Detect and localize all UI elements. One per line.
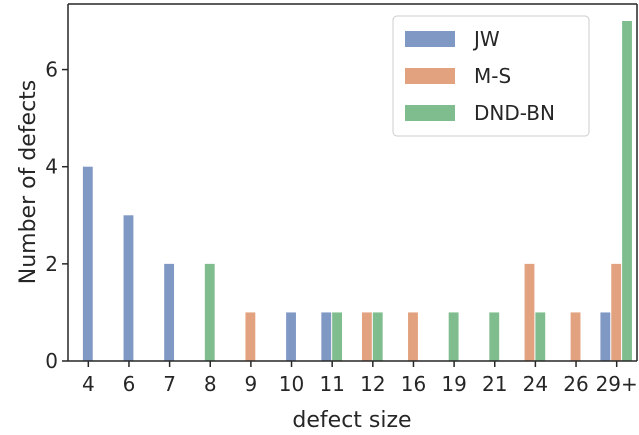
bar-dnd-bn-8 bbox=[204, 263, 215, 361]
legend-swatch-dnd-bn bbox=[405, 105, 455, 121]
bars-group bbox=[82, 21, 632, 361]
bar-dnd-bn-12 bbox=[372, 312, 383, 361]
bar-m-s-9 bbox=[245, 312, 256, 361]
legend-label-jw: JW bbox=[472, 27, 500, 51]
legend-label-m-s: M-S bbox=[474, 64, 511, 88]
x-axis-label: defect size bbox=[292, 408, 411, 433]
bar-jw-11 bbox=[321, 312, 332, 361]
bar-dnd-bn-24 bbox=[535, 312, 546, 361]
x-tick-label: 16 bbox=[401, 372, 426, 396]
bar-dnd-bn-11 bbox=[332, 312, 343, 361]
y-tick-label: 0 bbox=[45, 349, 58, 373]
x-tick-label: 19 bbox=[441, 372, 466, 396]
bar-m-s-16 bbox=[408, 312, 418, 361]
y-ticks-group: 0 2 4 6 bbox=[45, 58, 68, 373]
y-tick-label: 4 bbox=[45, 155, 58, 179]
x-tick-label: 10 bbox=[279, 372, 304, 396]
legend-swatch-jw bbox=[405, 31, 455, 47]
x-tick-label: 8 bbox=[204, 372, 217, 396]
x-tick-label: 11 bbox=[319, 372, 344, 396]
bar-m-s-29plus bbox=[611, 263, 622, 361]
bar-jw-10 bbox=[286, 312, 296, 361]
bar-m-s-24 bbox=[524, 263, 535, 361]
x-tick-label: 26 bbox=[563, 372, 588, 396]
y-tick-label: 2 bbox=[45, 252, 58, 276]
x-tick-label: 29+ bbox=[596, 372, 638, 396]
x-tick-label: 7 bbox=[163, 372, 176, 396]
bar-jw-7 bbox=[164, 263, 175, 361]
x-tick-label: 24 bbox=[523, 372, 548, 396]
bar-jw-6 bbox=[123, 215, 134, 361]
x-tick-label: 4 bbox=[82, 372, 95, 396]
x-tick-label: 21 bbox=[482, 372, 507, 396]
axes-group bbox=[67, 3, 638, 362]
x-tick-label: 9 bbox=[245, 372, 258, 396]
bar-dnd-bn-29plus bbox=[622, 21, 632, 361]
legend-swatch-m-s bbox=[405, 68, 455, 84]
x-ticks-group: 4 6 7 8 9 10 11 12 16 19 21 24 26 29+ bbox=[82, 361, 638, 396]
bar-jw-4 bbox=[82, 166, 93, 361]
y-tick-label: 6 bbox=[45, 58, 58, 82]
bar-dnd-bn-21 bbox=[489, 312, 500, 361]
bar-m-s-12 bbox=[361, 312, 372, 361]
legend-label-dnd-bn: DND-BN bbox=[474, 101, 555, 125]
x-tick-label: 12 bbox=[360, 372, 385, 396]
bar-dnd-bn-19 bbox=[448, 312, 459, 361]
bar-jw-29plus bbox=[600, 312, 611, 361]
x-tick-label: 6 bbox=[123, 372, 136, 396]
legend: JW M-S DND-BN bbox=[392, 15, 590, 137]
bar-m-s-26 bbox=[570, 312, 581, 361]
y-axis-label: Number of defects bbox=[16, 80, 41, 285]
